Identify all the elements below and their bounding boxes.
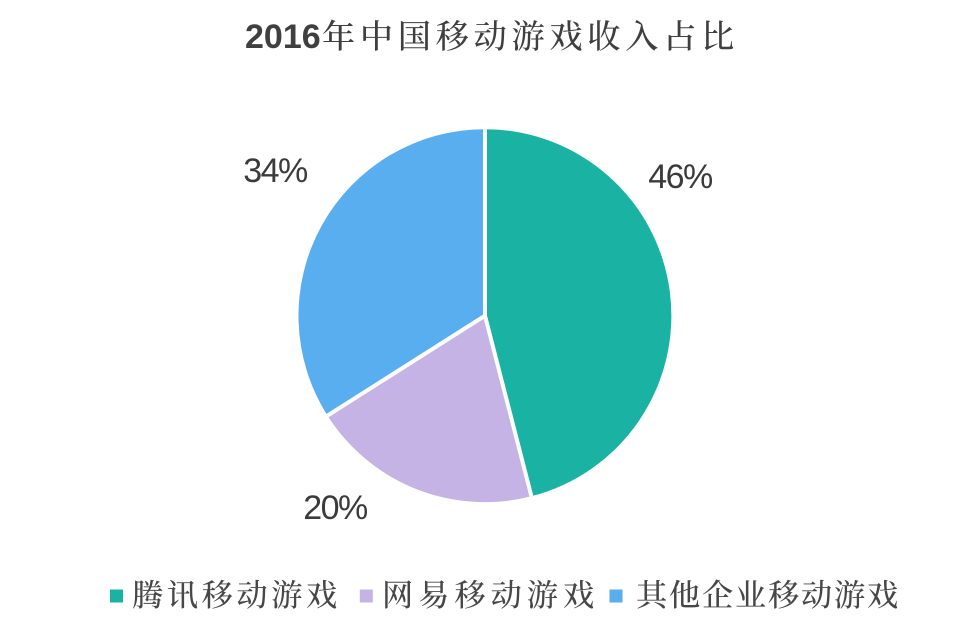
svg-text:20%: 20% bbox=[303, 489, 368, 527]
svg-text:46%: 46% bbox=[648, 158, 713, 196]
svg-text:34%: 34% bbox=[243, 152, 308, 190]
svg-text:2016: 2016 bbox=[245, 18, 321, 56]
